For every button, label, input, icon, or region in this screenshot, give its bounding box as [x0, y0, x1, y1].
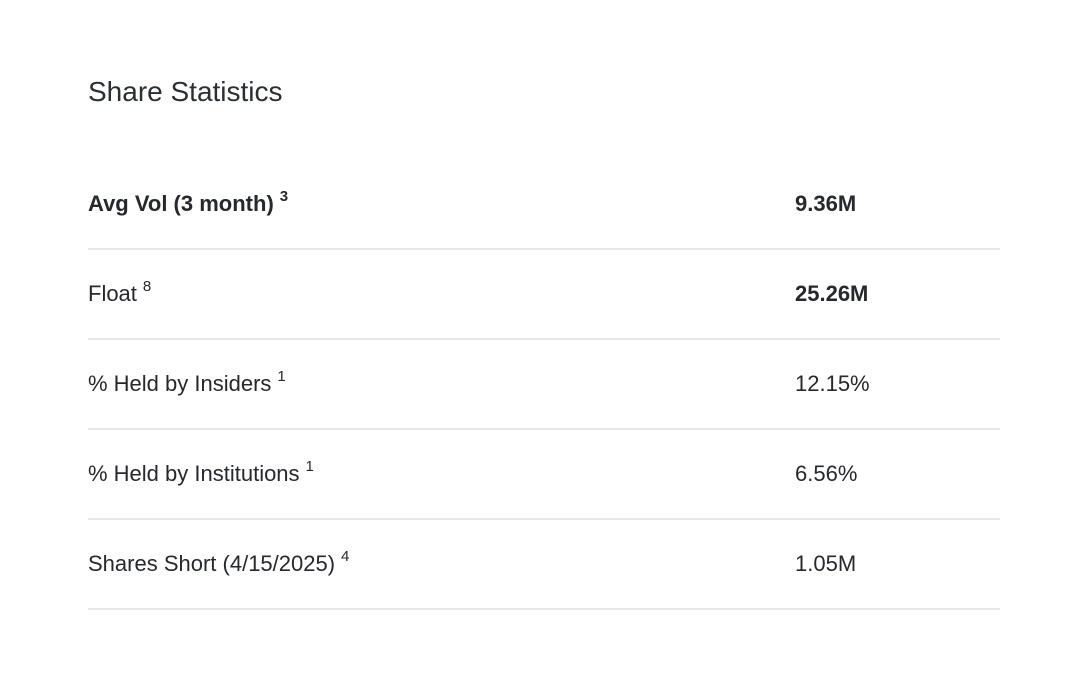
stat-label-text: Avg Vol (3 month)	[88, 191, 274, 216]
share-statistics-table: Avg Vol (3 month) 3 9.36M Float 8 25.26M %…	[88, 160, 1000, 610]
footnote-marker: 8	[142, 277, 152, 295]
stat-value: 1.05M	[795, 551, 857, 576]
stat-value: 6.56%	[795, 461, 858, 486]
section-title: Share Statistics	[88, 76, 283, 107]
stat-label-text: Shares Short (4/15/2025)	[88, 551, 336, 576]
footnote-marker: 4	[341, 547, 350, 565]
table-row-held-institutions: % Held by Institutions 1 6.56%	[88, 430, 1000, 520]
stat-label: Float 8	[88, 277, 795, 311]
stat-value: 25.26M	[795, 281, 869, 306]
stat-label-text: % Held by Institutions	[88, 461, 300, 486]
stat-label: % Held by Insiders 1	[88, 367, 795, 401]
share-statistics-section: Share Statistics Avg Vol (3 month) 3 9.36…	[88, 76, 1000, 610]
table-row-held-insiders: % Held by Insiders 1 12.15%	[88, 340, 1000, 430]
stat-label: % Held by Institutions 1	[88, 457, 795, 491]
footnote-marker: 1	[305, 457, 314, 475]
stat-label-text: % Held by Insiders	[88, 371, 272, 396]
stat-label-text: Float	[88, 281, 137, 306]
stat-label: Avg Vol (3 month) 3	[88, 187, 795, 221]
stat-label: Shares Short (4/15/2025) 4	[88, 547, 795, 581]
stat-value: 9.36M	[795, 191, 857, 216]
table-row-avg-vol: Avg Vol (3 month) 3 9.36M	[88, 160, 1000, 250]
table-row-shares-short: Shares Short (4/15/2025) 4 1.05M	[88, 520, 1000, 610]
table-row-float: Float 8 25.26M	[88, 250, 1000, 340]
footnote-marker: 3	[279, 187, 289, 205]
footnote-marker: 1	[277, 367, 286, 385]
stat-value: 12.15%	[795, 371, 870, 396]
